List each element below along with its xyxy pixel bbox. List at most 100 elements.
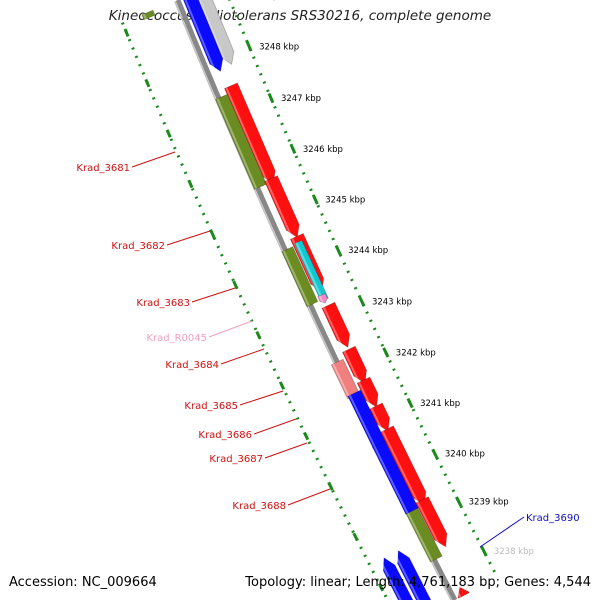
gene-bottom-red-shine [416,501,443,550]
guide-dash [255,330,262,340]
gene-krad-3690-a-shine [393,552,420,600]
gene-label: Krad_3681 [76,163,130,174]
gene-olive-top [141,9,156,21]
gene-blue-top-shine [184,0,217,74]
leader-line [131,151,176,168]
gene-krad-3683-olive-shine [282,250,310,307]
scale-tick [382,347,390,358]
gene-krad-3683-olive [281,246,319,308]
scale-tick [267,92,275,104]
gene-label: Krad_3683 [136,298,190,309]
leader-line [220,348,265,365]
gene-label: Krad_R0045 [146,333,207,344]
gene-krad-3682-shine [265,180,294,240]
guide-dash [144,78,151,88]
gene-bottom-olive [405,507,443,563]
gene-krad-3686-blue-shine [348,394,376,448]
scale-tick-label: 3245 kbp [325,195,365,205]
guide-track-left [121,22,390,600]
gene-krad-3688-blue [372,440,419,515]
gene-krad-3683-cyan [293,239,329,302]
scale-tick [358,296,366,307]
gene-krad-3688-red-shine [381,430,421,508]
leader-line [191,287,236,303]
guide-dash [278,381,286,390]
scale-tick-label: 3249 kbp [238,0,278,2]
gene-krad-3681-red-shine [225,87,270,186]
scale-tick-label: 3240 kbp [445,450,485,460]
scale-tick-label: 3241 kbp [420,399,460,409]
gene-label: Krad_3682 [111,241,165,252]
scale-tick [455,496,463,507]
gene-krad-r0045-shine [318,295,325,305]
gene-bottom-olive-shine [407,512,434,562]
gene-krad-3687-red-shine [370,407,385,434]
scale-tick-label: 3242 kbp [396,348,436,358]
gene-krad-3690-b-shine [379,559,402,600]
gene-bottom-edge-red-shine [455,588,462,598]
gene-label: Krad_3690 [526,513,580,524]
guide-dash [377,582,385,592]
gene-krad-3690-a [397,549,432,600]
gene-label: Krad_3685 [184,401,238,412]
guide-dash [303,431,310,441]
guide-track-right [228,0,499,579]
gene-krad-3684-shine [322,306,345,350]
guide-dash [232,280,239,290]
gene-krad-3684 [321,301,351,348]
gene-krad-3685-salmon-shine [332,363,351,399]
scale-tick-label: 3243 kbp [372,298,412,308]
accession-text: Accession: NC_009664 [9,575,157,590]
gene-krad-3685-red-shine [343,350,362,386]
gene-krad-3682 [264,175,300,239]
gene-bottom-edge-red [457,586,470,599]
gene-krad-3683-cyan-shine [295,242,324,301]
gene-label: Krad_3684 [165,360,219,371]
guide-dash [123,28,130,37]
guide-dash [209,230,216,239]
scale-tick [406,397,414,409]
leader-line [264,442,308,459]
scale-tick-label: 3246 kbp [303,145,343,155]
gene-features [141,0,470,600]
gene-krad-3686-blue [347,389,387,449]
gene-krad-3688-red [380,425,427,506]
gene-label: Krad_3687 [209,454,263,465]
leader-line [239,390,284,406]
gene-label: Krad_3688 [232,501,286,512]
gene-bottom-red [415,496,448,548]
scale-tick [245,41,253,52]
scale-tick [431,448,439,459]
scale-tick-label: 3238 kbp [494,547,534,557]
gene-olive-top-shine [142,13,147,20]
leader-line [479,516,525,548]
leader-line [253,418,297,435]
scale-tick [311,194,319,205]
gene-label: Krad_3686 [198,430,252,441]
scale-ticks: 3249 kbp 3248 kbp 3247 kbp 3246 kbp 3245 kbp… [228,0,534,557]
guide-dash [352,532,359,542]
guide-dash [187,179,194,189]
scale-tick-label: 3244 kbp [348,246,388,256]
leader-line [166,230,211,246]
scale-tick [334,244,342,256]
scale-tick [289,143,297,154]
scale-tick [480,545,488,557]
gene-krad-3685-red [341,345,367,384]
leader-line [287,488,331,506]
guide-dash [327,482,334,491]
gene-krad-3686-red-shine [358,381,373,410]
gene-blue-top [182,0,224,72]
topology-text: Topology: linear; Length: 4,761,183 bp; … [245,575,591,590]
guide-dash [165,129,172,138]
scale-tick-label: 3239 kbp [469,497,509,507]
gene-krad-3688-blue-shine [373,445,409,514]
gene-krad-r0045 [317,292,328,304]
gene-labels: Krad_3681 Krad_3682 Krad_3683 Krad_R0045 Kra… [76,151,580,548]
gene-krad-3681-olive-shine [216,98,258,190]
leader-line [208,320,253,338]
scale-tick-label: 3248 kbp [259,42,299,52]
gene-grey-top-shine [198,0,228,67]
